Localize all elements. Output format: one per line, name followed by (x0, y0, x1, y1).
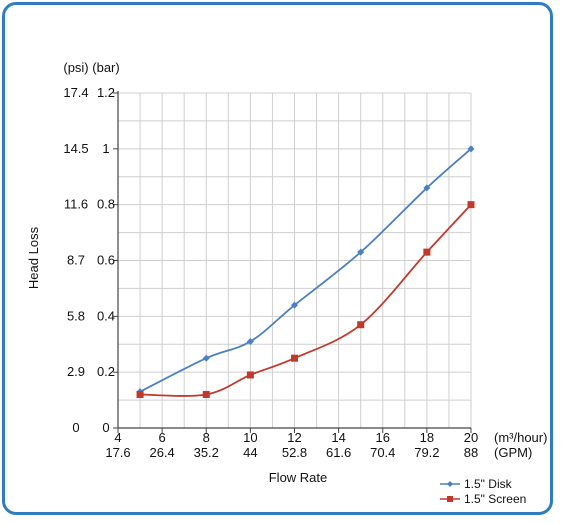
x-unit-gpm: (GPM) (494, 445, 532, 460)
data-point-disk (202, 354, 210, 362)
y-tick-label-bar: 0.4 (97, 308, 115, 323)
data-point-screen (291, 354, 298, 362)
data-point-screen (202, 391, 210, 398)
data-point-disk (423, 184, 431, 192)
y-tick-label-psi: 14.5 (63, 141, 88, 156)
y-tick-label-bar: 1.2 (97, 85, 115, 100)
x-tick-label-m3: 4 (114, 430, 121, 445)
y-tick-label-psi: 11.6 (64, 197, 88, 212)
y-axis-title: Head Loss (26, 226, 41, 289)
x-unit-m3: (m³/hour) (494, 430, 547, 445)
x-axis-title: Flow Rate (269, 470, 328, 485)
x-tick-label-gpm: 52.8 (282, 445, 307, 460)
data-point-disk (291, 301, 298, 309)
data-point-screen (136, 391, 144, 398)
data-point-disk (357, 248, 365, 256)
y-tick-label-psi: 17.4 (63, 85, 88, 100)
x-tick-label-m3: 10 (243, 430, 257, 445)
x-tick-label-m3: 6 (159, 430, 166, 445)
legend: 1.5" Disk 1.5" Screen (440, 477, 526, 506)
data-point-screen (357, 321, 365, 329)
x-tick-label-gpm: 35.2 (194, 445, 219, 460)
series-line-disk (139, 148, 472, 393)
y-unit-bar: (bar) (92, 60, 119, 75)
data-point-screen (246, 371, 254, 379)
y-tick-label-bar: 0.2 (97, 364, 115, 379)
x-tick-label-m3: 20 (464, 430, 478, 445)
data-point-disk (246, 337, 254, 345)
y-tick-label-psi: 0 (72, 420, 79, 435)
y-tick-label-psi: 8.7 (67, 253, 85, 268)
x-tick-label-gpm: 70.4 (370, 445, 395, 460)
legend-item-screen: 1.5" Screen (440, 492, 526, 506)
y-tick-label-psi: 5.8 (67, 308, 85, 323)
x-tick-label-gpm: 17.6 (105, 445, 130, 460)
data-point-screen (467, 201, 475, 209)
x-tick-label-m3: 14 (331, 430, 345, 445)
y-tick-label-bar: 0.8 (97, 197, 115, 212)
chart-frame (2, 2, 553, 515)
series-line-screen (140, 204, 472, 397)
x-tick-label-gpm: 26.4 (149, 445, 174, 460)
series-group (136, 145, 475, 398)
legend-label-screen: 1.5" Screen (464, 492, 526, 506)
x-tick-label-m3: 16 (376, 430, 390, 445)
legend-label-disk: 1.5" Disk (464, 477, 513, 491)
data-point-screen (423, 248, 431, 256)
x-tick-label-m3: 18 (420, 430, 434, 445)
y-tick-label-bar: 0.6 (97, 253, 115, 268)
tick-labels: 0 0 0.2 2.9 0.4 5.8 0.6 8.7 0.8 11.6 1 14.5 1.2 17.4 4… (63, 85, 478, 460)
y-tick-label-bar: 0 (102, 420, 109, 435)
grid (117, 92, 472, 429)
x-tick-label-gpm: 44 (243, 445, 257, 460)
x-tick-label-m3: 12 (287, 430, 301, 445)
x-tick-label-gpm: 61.6 (326, 445, 351, 460)
legend-item-disk: 1.5" Disk (440, 477, 513, 491)
x-tick-label-m3: 8 (203, 430, 210, 445)
x-tick-label-gpm: 79.2 (414, 445, 439, 460)
y-tick-label-bar: 1 (102, 141, 109, 156)
y-tick-label-psi: 2.9 (67, 364, 85, 379)
y-unit-psi: (psi) (63, 60, 88, 75)
x-tick-label-gpm: 88 (464, 445, 478, 460)
data-point-disk (467, 145, 475, 153)
